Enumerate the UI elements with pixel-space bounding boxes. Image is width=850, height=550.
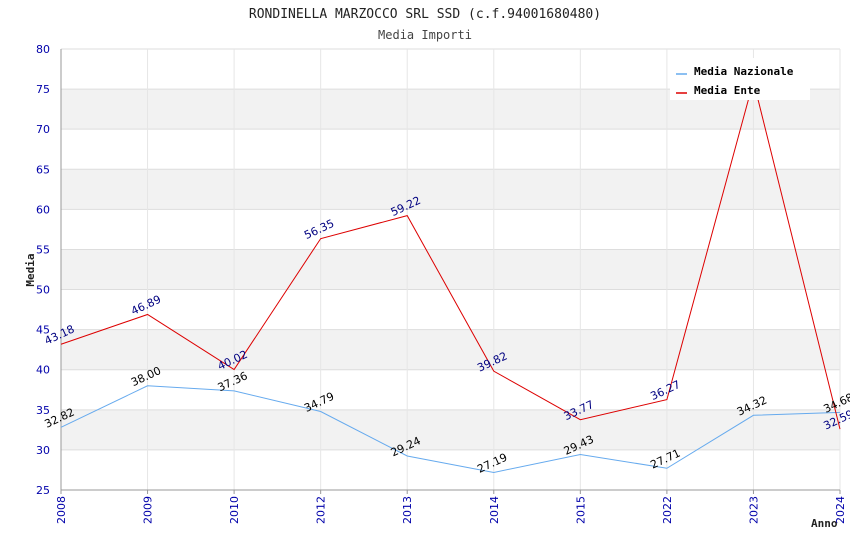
x-tick-label: 2022 (661, 496, 674, 524)
y-tick-label: 35 (36, 404, 50, 417)
legend-box (670, 58, 810, 100)
grid-band (61, 329, 840, 370)
grid-band (61, 169, 840, 210)
series-line-media-ente (60, 79, 841, 430)
y-axis-label: Media (24, 253, 37, 286)
x-tick-label: 2009 (142, 496, 155, 524)
y-tick-label: 50 (36, 284, 50, 297)
legend: Media Nazionale Media Ente (670, 58, 810, 100)
y-tick-label: 25 (36, 484, 50, 497)
y-tick-label: 75 (36, 83, 50, 96)
y-tick-label: 40 (36, 364, 50, 377)
chart-subtitle: Media Importi (378, 28, 472, 42)
x-tick-label: 2013 (401, 496, 414, 524)
y-tick-label: 60 (36, 203, 50, 216)
y-tick-label: 80 (36, 43, 50, 56)
y-tick-label: 70 (36, 123, 50, 136)
x-tick-label: 2015 (574, 496, 587, 524)
x-tick-label: 2014 (488, 496, 501, 524)
data-label-media-ente: 46.89 (129, 293, 163, 318)
data-label-media-ente: 56.35 (302, 217, 336, 242)
grid-band (61, 249, 840, 290)
chart-title: RONDINELLA MARZOCCO SRL SSD (c.f.9400168… (249, 7, 601, 22)
grid-bands (61, 89, 840, 450)
y-tick-label: 65 (36, 163, 50, 176)
y-tick-labels: 25 30 35 40 45 50 55 60 65 70 75 80 (36, 43, 50, 497)
legend-label-media-ente: Media Ente (694, 84, 761, 97)
grid-band (61, 409, 840, 450)
x-tick-label: 2012 (315, 496, 328, 524)
x-tick-label: 2023 (747, 496, 760, 524)
x-axis-label: Anno (811, 517, 838, 530)
data-label-media-ente: 36.27 (648, 378, 682, 403)
series-line-media-nazionale (60, 385, 841, 473)
x-tick-label: 2008 (55, 496, 68, 524)
x-tick-label: 2010 (228, 496, 241, 524)
x-tick-label: 2024 (834, 496, 847, 524)
x-tick-labels: 2008 2009 2010 2012 2013 2014 2015 2022 2023 2024 (55, 496, 847, 524)
legend-label-media-nazionale: Media Nazionale (694, 65, 794, 78)
series-lines (60, 79, 841, 473)
y-tick-label: 45 (36, 324, 50, 337)
y-tick-label: 30 (36, 444, 50, 457)
axes (60, 49, 841, 494)
y-tick-label: 55 (36, 243, 50, 256)
